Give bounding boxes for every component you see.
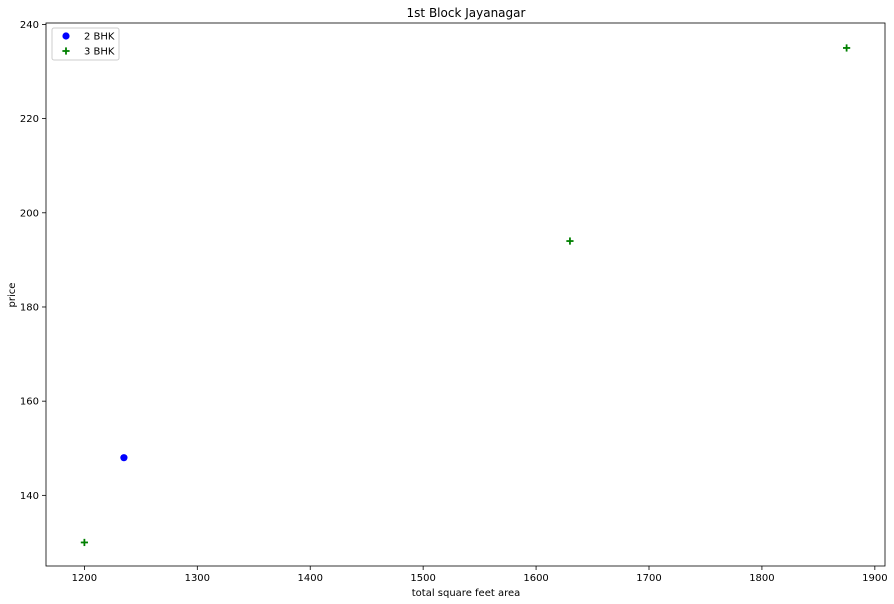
x-tick-label: 1300	[185, 573, 210, 584]
y-tick-label: 200	[20, 208, 39, 219]
legend-label: 3 BHK	[84, 47, 115, 58]
y-axis: 140 160 180 200 220 240	[20, 20, 46, 502]
y-tick-label: 160	[20, 397, 39, 408]
y-tick-label: 220	[20, 114, 39, 125]
x-tick-label: 1800	[749, 573, 774, 584]
x-axis: 1200 1300 1400 1500 1600 1700 1800 1900	[72, 566, 888, 584]
point-plus	[566, 237, 574, 245]
legend-label: 2 BHK	[84, 32, 115, 43]
x-tick-label: 1500	[410, 573, 435, 584]
y-tick-label: 240	[20, 20, 39, 31]
point-plus	[80, 538, 88, 547]
plot-area	[45, 22, 886, 567]
x-axis-label: total square feet area	[412, 588, 521, 599]
x-tick-label: 1700	[636, 573, 661, 584]
point-circle	[120, 454, 128, 462]
x-tick-label: 1200	[72, 573, 97, 584]
legend-marker	[62, 47, 70, 55]
point-plus	[843, 44, 851, 52]
x-tick-label: 1400	[298, 573, 323, 584]
legend-marker	[62, 32, 70, 40]
y-axis-label: price	[7, 283, 18, 308]
x-tick-label: 1900	[862, 573, 887, 584]
y-tick-label: 140	[20, 491, 39, 502]
x-tick-label: 1600	[523, 573, 548, 584]
chart-title: 1st Block Jayanagar	[407, 6, 526, 20]
data-points	[80, 44, 851, 547]
y-tick-label: 180	[20, 302, 39, 313]
legend: 2 BHK 3 BHK	[51, 27, 120, 61]
